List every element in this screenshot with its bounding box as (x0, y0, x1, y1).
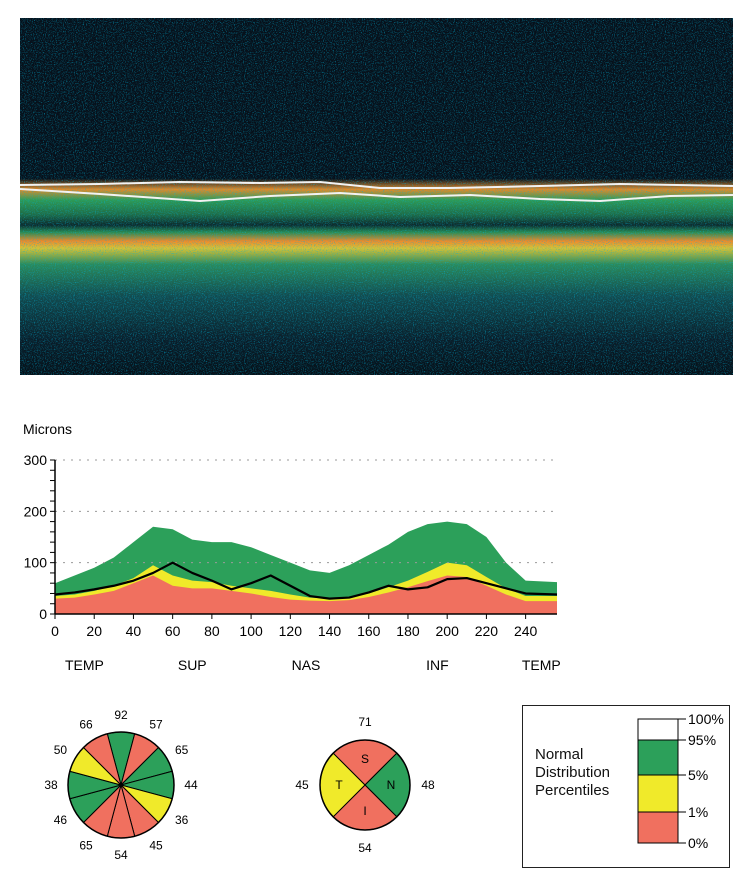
x-tick-label: 60 (165, 623, 181, 639)
x-tick-label: 80 (204, 623, 220, 639)
legend-tick-label: 0% (688, 835, 708, 851)
y-axis-label: Microns (23, 421, 72, 437)
percentile-legend: Normal Distribution Percentiles 100% 95% 5… (522, 705, 730, 868)
patient-thickness-line (54, 561, 558, 600)
rnfl-profile-chart: Microns 0 100 200 300 0 20 40 60 80 100 120 140 160 1… (23, 421, 561, 673)
x-tick-label: 240 (514, 623, 538, 639)
clock-sector-value: 54 (114, 848, 128, 862)
clock-sector-value: 92 (114, 708, 128, 722)
legend-title-line: Normal (535, 746, 584, 763)
region-label: SUP (178, 657, 207, 673)
clock-sector-value: 44 (184, 778, 198, 792)
x-tick-label: 220 (475, 623, 499, 639)
clock-sector-value: 46 (54, 813, 68, 827)
clock-sector-value: 66 (79, 717, 93, 731)
x-tick-label: 40 (126, 623, 142, 639)
x-tick-label: 160 (357, 623, 381, 639)
quadrant-label: S (361, 752, 369, 766)
legend-swatch (637, 774, 679, 813)
quadrant-label: T (335, 778, 343, 792)
clock-sector-value: 36 (175, 813, 189, 827)
legend-tick-label: 5% (688, 767, 708, 783)
quadrant-value: 48 (421, 778, 435, 792)
x-tick-label: 200 (436, 623, 460, 639)
clock-sector-value: 50 (54, 743, 68, 757)
oct-scan-image (20, 18, 733, 375)
y-tick-label: 300 (24, 452, 48, 468)
scan-upper-boundary (20, 180, 733, 189)
clock-sector-value: 65 (175, 743, 189, 757)
quadrant-label: N (387, 778, 396, 792)
clock-hour-sector-chart: 92 57 65 44 36 45 54 65 46 38 50 66 (44, 708, 198, 862)
legend-tick-label: 1% (688, 804, 708, 820)
legend-tick-label: 100% (688, 711, 724, 727)
x-tick-label: 100 (239, 623, 263, 639)
region-label: NAS (292, 657, 321, 673)
tick-labels: 0 100 200 300 0 20 40 60 80 100 120 140 160 180 200 220… (24, 452, 538, 639)
x-tick-label: 180 (396, 623, 420, 639)
clock-outline (67, 731, 175, 839)
x-tick-label: 140 (318, 623, 342, 639)
quadrant-value: 45 (295, 778, 309, 792)
patient-line (54, 561, 558, 600)
legend-scale: 100% 95% 5% 1% 0% (637, 711, 724, 851)
percentile-bands (55, 521, 557, 614)
legend-title-line: Distribution (535, 764, 611, 781)
clock-sector-value: 45 (149, 839, 163, 853)
quadrant-label: I (363, 804, 366, 818)
region-label: TEMP (65, 657, 104, 673)
region-label: INF (426, 657, 449, 673)
y-tick-label: 0 (39, 606, 47, 622)
quadrant-value: 71 (358, 715, 372, 729)
quadrant-sector-chart: S 71 N 48 I 54 T 45 (295, 715, 435, 855)
legend-swatch (637, 739, 679, 776)
legend-title-line: Percentiles (535, 782, 610, 799)
scan-lower-boundary (20, 188, 733, 203)
axes (50, 459, 557, 619)
region-label: TEMP (522, 657, 561, 673)
x-tick-label: 120 (279, 623, 303, 639)
x-tick-label: 0 (51, 623, 59, 639)
x-tick-label: 20 (86, 623, 102, 639)
legend-swatch (637, 718, 679, 741)
legend-swatch (637, 811, 679, 844)
region-labels: TEMP SUP NAS INF TEMP (65, 657, 561, 673)
legend-title: Normal Distribution Percentiles (535, 746, 610, 800)
clock-sector-value: 57 (149, 717, 163, 731)
y-tick-label: 100 (24, 555, 48, 571)
quadrant-outline (319, 739, 411, 831)
y-tick-label: 200 (24, 503, 48, 519)
quadrant-value: 54 (358, 841, 372, 855)
clock-sector-value: 65 (79, 839, 93, 853)
clock-sector-value: 38 (44, 778, 58, 792)
legend-tick-label: 95% (688, 732, 716, 748)
